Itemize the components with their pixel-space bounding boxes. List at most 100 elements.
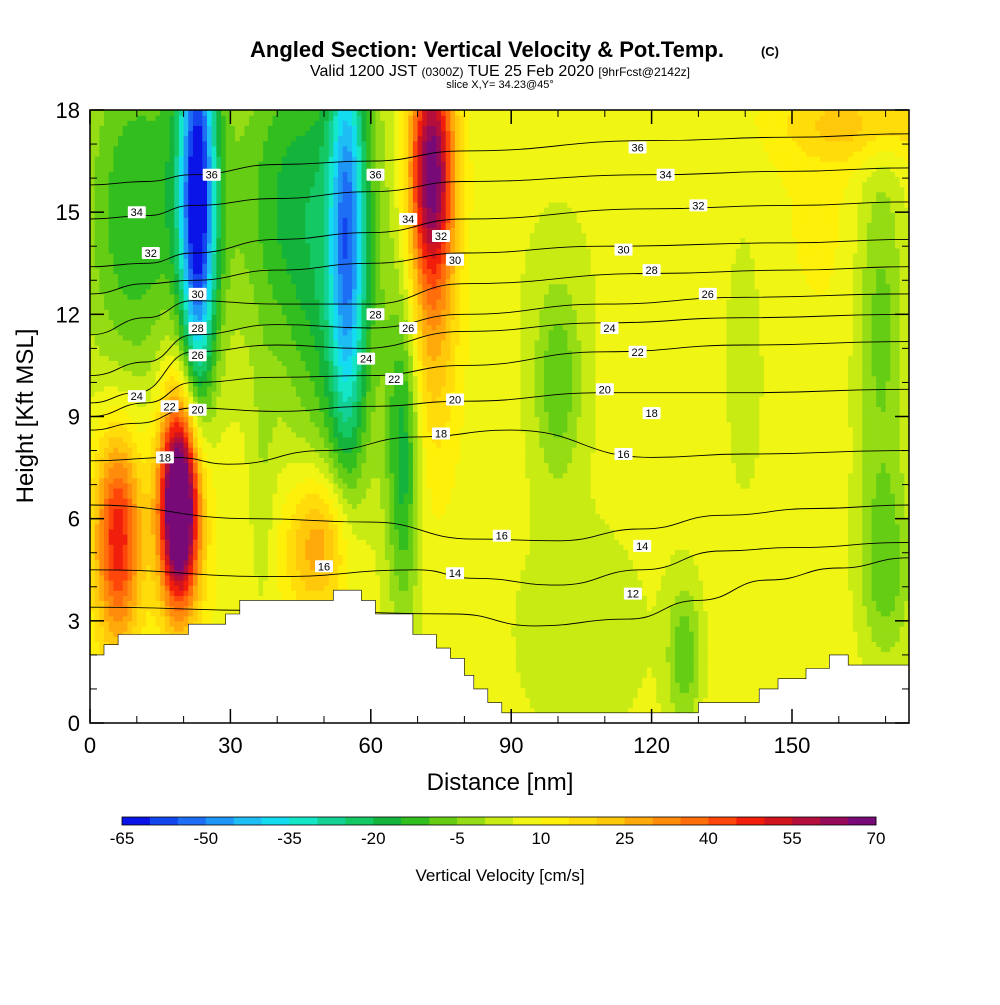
field-cell <box>249 192 254 198</box>
field-cell <box>188 340 193 346</box>
field-cell <box>99 376 104 382</box>
field-cell <box>137 493 142 499</box>
field-cell <box>118 483 123 489</box>
field-cell <box>277 432 282 438</box>
field-cell <box>170 539 175 545</box>
field-cell <box>156 146 161 152</box>
field-cell <box>263 534 268 540</box>
field-cell <box>193 161 198 167</box>
field-cell <box>113 120 118 126</box>
field-cell <box>123 611 128 617</box>
field-cell <box>156 539 161 545</box>
field-cell <box>156 299 161 305</box>
field-cell <box>174 258 179 264</box>
field-cell <box>127 187 132 193</box>
field-cell <box>244 120 249 126</box>
field-cell <box>184 141 189 147</box>
field-cell <box>202 534 207 540</box>
field-cell <box>277 176 282 182</box>
field-cell <box>156 554 161 560</box>
field-cell <box>127 549 132 555</box>
field-cell <box>113 386 118 392</box>
field-cell <box>104 314 109 320</box>
field-cell <box>179 130 184 136</box>
field-cell <box>174 524 179 530</box>
field-cell <box>254 442 259 448</box>
field-cell <box>184 437 189 443</box>
field-cell <box>170 238 175 244</box>
field-cell <box>258 335 263 341</box>
field-cell <box>95 621 100 627</box>
field-cell <box>244 406 249 412</box>
field-cell <box>165 314 170 320</box>
field-cell <box>174 549 179 555</box>
field-cell <box>160 437 165 443</box>
field-cell <box>277 171 282 177</box>
field-cell <box>244 411 249 417</box>
field-cell <box>244 273 249 279</box>
field-cell <box>202 580 207 586</box>
field-cell <box>263 498 268 504</box>
field-cell <box>249 355 254 361</box>
field-cell <box>141 146 146 152</box>
field-cell <box>230 468 235 474</box>
field-cell <box>90 478 95 484</box>
field-cell <box>141 381 146 387</box>
field-cell <box>268 503 273 509</box>
field-cell <box>258 417 263 423</box>
field-cell <box>188 243 193 249</box>
field-cell <box>179 360 184 366</box>
field-cell <box>273 503 278 509</box>
field-cell <box>132 161 137 167</box>
field-cell <box>282 483 287 489</box>
field-cell <box>268 233 273 239</box>
field-cell <box>95 345 100 351</box>
field-cell <box>221 350 226 356</box>
field-cell <box>123 289 128 295</box>
field-cell <box>174 621 179 627</box>
field-cell <box>216 187 221 193</box>
field-cell <box>123 125 128 131</box>
field-cell <box>244 192 249 198</box>
field-cell <box>240 447 245 453</box>
field-cell <box>179 304 184 310</box>
field-cell <box>151 325 156 331</box>
field-cell <box>249 146 254 152</box>
field-cell <box>95 626 100 632</box>
field-cell <box>104 350 109 356</box>
field-cell <box>132 253 137 259</box>
field-cell <box>127 309 132 315</box>
field-cell <box>95 299 100 305</box>
field-cell <box>240 253 245 259</box>
field-cell <box>244 452 249 458</box>
field-cell <box>109 222 114 228</box>
field-cell <box>113 371 118 377</box>
field-cell <box>104 243 109 249</box>
field-cell <box>99 192 104 198</box>
field-cell <box>235 406 240 412</box>
field-cell <box>160 585 165 591</box>
field-cell <box>174 166 179 172</box>
field-cell <box>99 595 104 601</box>
field-cell <box>249 217 254 223</box>
field-cell <box>221 371 226 377</box>
field-cell <box>198 565 203 571</box>
field-cell <box>184 544 189 550</box>
field-cell <box>277 325 282 331</box>
field-cell <box>240 524 245 530</box>
field-cell <box>188 544 193 550</box>
field-cell <box>151 156 156 162</box>
field-cell <box>174 626 179 632</box>
field-cell <box>240 422 245 428</box>
field-cell <box>118 360 123 366</box>
field-cell <box>188 437 193 443</box>
field-cell <box>179 192 184 198</box>
field-cell <box>268 544 273 550</box>
field-cell <box>249 268 254 274</box>
field-cell <box>198 120 203 126</box>
field-cell <box>184 478 189 484</box>
field-cell <box>151 284 156 290</box>
field-cell <box>240 386 245 392</box>
field-cell <box>258 381 263 387</box>
field-cell <box>174 161 179 167</box>
